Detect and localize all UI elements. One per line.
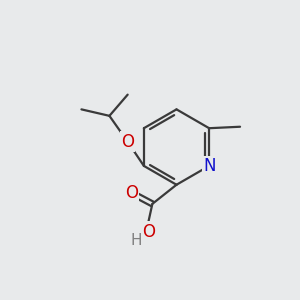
Text: H: H xyxy=(130,233,142,248)
Text: O: O xyxy=(121,133,134,151)
Text: O: O xyxy=(142,223,155,241)
Text: O: O xyxy=(125,184,138,202)
Text: N: N xyxy=(203,157,215,175)
